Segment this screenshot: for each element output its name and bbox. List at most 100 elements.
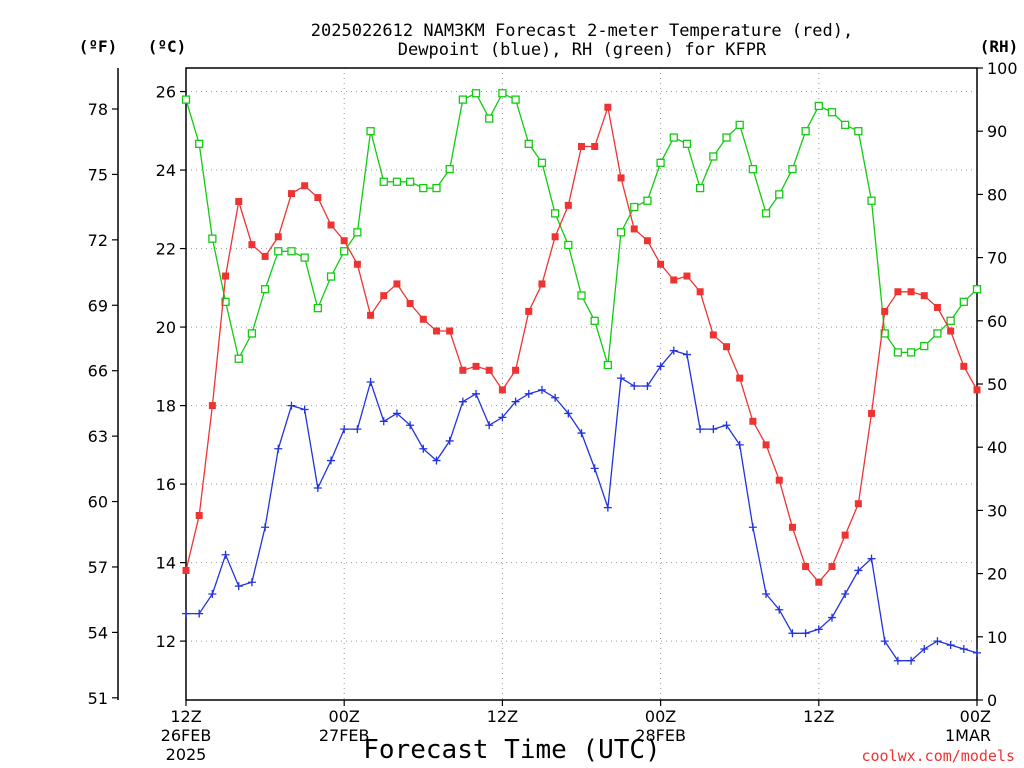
rh-point	[445, 164, 454, 174]
rh-point	[867, 196, 876, 205]
fahrenheit-tick-label: 57	[88, 558, 108, 577]
chart-title-line-2: Dewpoint (blue), RH (green) for KFPR	[398, 40, 767, 60]
rh-tick-label: 50	[987, 375, 1007, 394]
dewpoint-point	[234, 582, 243, 591]
rh-point	[392, 177, 402, 186]
rh-point	[511, 95, 520, 104]
rh-point	[656, 158, 665, 167]
dewpoint-point	[247, 578, 256, 587]
temperature-point	[907, 288, 915, 296]
rh-point	[577, 291, 586, 300]
temperature-point	[287, 190, 295, 198]
rh-tick-label: 20	[987, 565, 1007, 584]
x-tick-label: 00Z	[645, 707, 676, 726]
rh-point	[748, 164, 758, 174]
dewpoint-point	[801, 629, 810, 638]
rh-point	[326, 272, 336, 281]
rh-point	[181, 95, 191, 104]
rh-point	[854, 127, 863, 136]
dewpoint-point	[221, 550, 230, 559]
rh-point	[972, 285, 982, 294]
celsius-tick-label: 14	[156, 554, 176, 573]
rh-point	[775, 190, 784, 199]
fahrenheit-tick-label: 75	[88, 165, 108, 184]
rh-point	[827, 108, 837, 117]
temperature-point	[762, 441, 770, 449]
dewpoint-point	[498, 413, 507, 422]
rh-point	[234, 354, 243, 363]
dewpoint-point	[814, 625, 823, 634]
rh-point	[524, 139, 533, 148]
rh-axis-unit: (RH)	[980, 37, 1019, 56]
rh-point	[550, 209, 560, 218]
plot-frame	[185, 67, 978, 701]
dewpoint-point	[406, 421, 415, 430]
temperature-point	[538, 280, 546, 288]
rh-tick-label: 40	[987, 438, 1007, 457]
dewpoint-point	[366, 378, 375, 387]
temperature-point	[723, 343, 731, 351]
dewpoint-point	[603, 503, 612, 512]
dewpoint-point	[959, 644, 968, 653]
chart-title-line-1: 2025022612 NAM3KM Forecast 2-meter Tempe…	[311, 21, 853, 41]
dewpoint-point	[827, 613, 836, 622]
celsius-tick-label: 16	[156, 475, 176, 494]
rh-point	[537, 158, 547, 167]
temperature-point	[657, 260, 665, 268]
rh-point	[432, 183, 441, 193]
temperature-point	[208, 402, 216, 410]
celsius-tick-label: 12	[156, 632, 176, 651]
fahrenheit-tick-label: 66	[88, 362, 108, 381]
temperature-point	[643, 237, 651, 245]
temperature-point	[564, 201, 572, 209]
fahrenheit-tick-label: 51	[88, 689, 108, 708]
temperature-point	[222, 272, 230, 280]
temperature-point	[604, 103, 612, 111]
fahrenheit-tick-label: 60	[88, 493, 108, 512]
rh-point	[933, 329, 942, 338]
rh-point	[722, 133, 731, 142]
dewpoint-point	[432, 456, 441, 465]
rh-point	[643, 196, 652, 205]
dewpoint-point	[353, 425, 362, 434]
grid	[186, 68, 977, 700]
rh-point	[920, 341, 929, 351]
temperature-point	[459, 366, 467, 374]
dewpoint-point	[893, 656, 902, 665]
x-tick-label: 27FEB	[319, 726, 370, 745]
dewpoint-point	[287, 401, 296, 410]
temperature-point	[670, 276, 678, 284]
celsius-tick-label: 18	[156, 397, 176, 416]
rh-tick-label: 80	[987, 185, 1007, 204]
fahrenheit-tick-label: 54	[88, 623, 108, 642]
x-tick-label: 26FEB	[161, 726, 212, 745]
temperature-point	[525, 307, 533, 315]
fahrenheit-tick-label: 69	[88, 296, 108, 315]
temperature-point	[828, 563, 836, 571]
dewpoint-point	[445, 436, 454, 445]
celsius-tick-label: 20	[156, 318, 176, 337]
fahrenheit-tick-label: 63	[88, 427, 108, 446]
celsius-tick-label: 26	[156, 83, 176, 102]
temperature-point	[367, 311, 375, 319]
dewpoint-point	[735, 440, 744, 449]
dewpoint-point	[195, 609, 204, 618]
rh-point	[498, 89, 507, 98]
rh-point	[353, 228, 362, 237]
dewpoint-point	[458, 397, 467, 406]
dewpoint-point	[643, 381, 652, 390]
dewpoint-point	[669, 346, 678, 355]
dewpoint-point	[551, 393, 560, 402]
temperature-point	[868, 409, 876, 417]
rh-point	[340, 247, 349, 256]
dewpoint-point	[907, 656, 916, 665]
rh-point	[274, 247, 283, 256]
series-temperature	[182, 103, 981, 586]
dewpoint-point	[261, 523, 270, 532]
rh-point	[208, 234, 217, 243]
dewpoint-point	[511, 397, 520, 406]
dewpoint-point	[854, 566, 863, 575]
x-axis-label: Forecast Time (UTC)	[363, 735, 660, 765]
rh-point	[419, 183, 428, 193]
